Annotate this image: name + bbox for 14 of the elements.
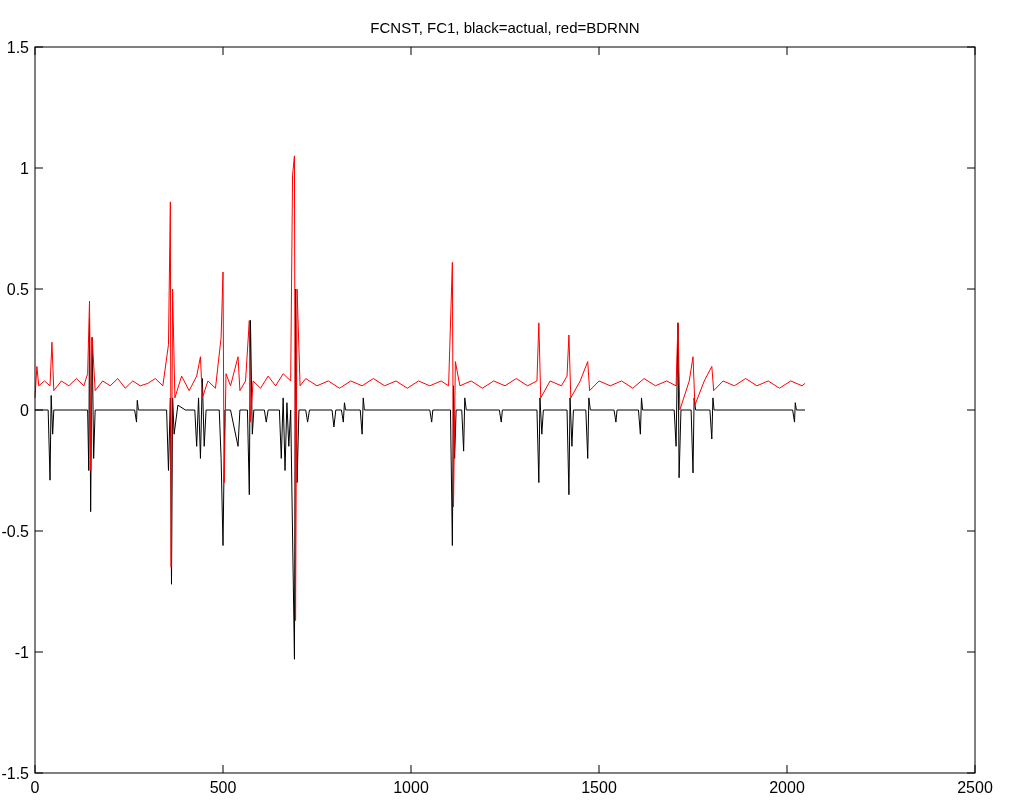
y-tick-label: 0.5 <box>6 281 30 298</box>
x-tick-label: 2000 <box>769 779 805 796</box>
line-series <box>34 155 806 622</box>
chart-title: FCNST, FC1, black=actual, red=BDRNN <box>370 19 640 36</box>
x-tick-label: 500 <box>209 779 237 796</box>
y-tick-label: 1.5 <box>6 39 30 56</box>
x-tick-label: 1500 <box>581 779 617 796</box>
y-tick-label: -1 <box>14 644 30 661</box>
x-tick-label: 2500 <box>957 779 993 796</box>
y-tick-label: 1 <box>20 160 30 177</box>
y-tick-label: 0 <box>20 402 30 419</box>
x-tick-label: 1000 <box>393 779 429 796</box>
y-tick-label: -1.5 <box>1 765 30 782</box>
y-tick-label: -0.5 <box>1 523 30 540</box>
